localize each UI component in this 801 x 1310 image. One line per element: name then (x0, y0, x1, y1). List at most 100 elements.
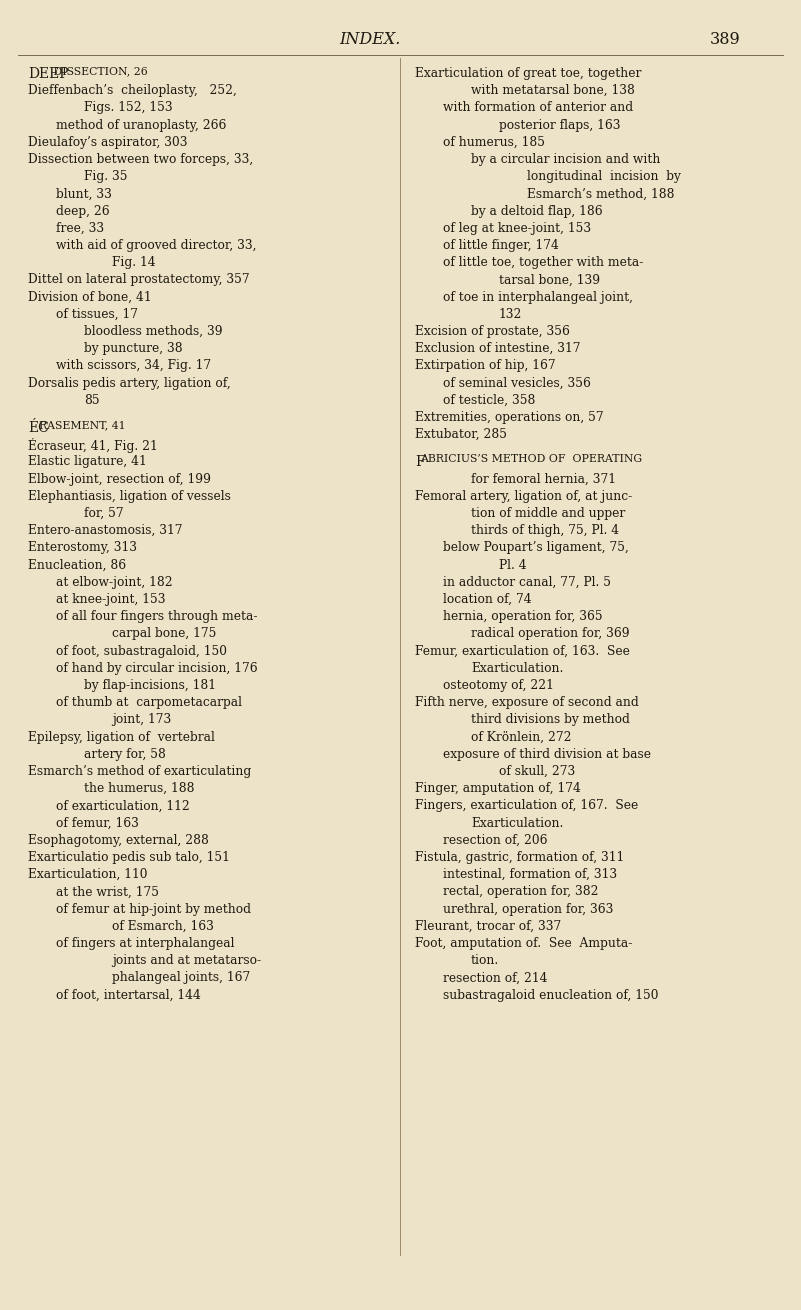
Text: 85: 85 (84, 394, 99, 407)
Text: with aid of grooved director, 33,: with aid of grooved director, 33, (56, 238, 256, 252)
Text: F: F (415, 456, 425, 469)
Text: Esophagotomy, external, 288: Esophagotomy, external, 288 (28, 833, 209, 846)
Text: DEEP: DEEP (28, 67, 69, 81)
Text: Division of bone, 41: Division of bone, 41 (28, 291, 151, 304)
Text: bloodless methods, 39: bloodless methods, 39 (84, 325, 223, 338)
Text: of seminal vesicles, 356: of seminal vesicles, 356 (443, 376, 591, 389)
Text: Extirpation of hip, 167: Extirpation of hip, 167 (415, 359, 556, 372)
Text: rectal, operation for, 382: rectal, operation for, 382 (443, 886, 598, 899)
Text: of humerus, 185: of humerus, 185 (443, 136, 545, 149)
Text: by a deltoid flap, 186: by a deltoid flap, 186 (471, 204, 602, 217)
Text: Dorsalis pedis artery, ligation of,: Dorsalis pedis artery, ligation of, (28, 376, 231, 389)
Text: Exarticulation.: Exarticulation. (471, 816, 563, 829)
Text: Fifth nerve, exposure of second and: Fifth nerve, exposure of second and (415, 696, 638, 709)
Text: Figs. 152, 153: Figs. 152, 153 (84, 101, 173, 114)
Text: by a circular incision and with: by a circular incision and with (471, 153, 660, 166)
Text: of exarticulation, 112: of exarticulation, 112 (56, 799, 190, 812)
Text: at elbow-joint, 182: at elbow-joint, 182 (56, 576, 173, 588)
Text: tion.: tion. (471, 954, 499, 967)
Text: osteotomy of, 221: osteotomy of, 221 (443, 679, 553, 692)
Text: Epilepsy, ligation of  vertebral: Epilepsy, ligation of vertebral (28, 731, 215, 744)
Text: by puncture, 38: by puncture, 38 (84, 342, 183, 355)
Text: of little toe, together with meta-: of little toe, together with meta- (443, 257, 643, 269)
Text: third divisions by method: third divisions by method (471, 714, 630, 727)
Text: Enterostomy, 313: Enterostomy, 313 (28, 541, 137, 554)
Text: Esmarch’s method, 188: Esmarch’s method, 188 (527, 187, 674, 200)
Text: posterior flaps, 163: posterior flaps, 163 (499, 119, 621, 131)
Text: resection of, 214: resection of, 214 (443, 972, 548, 984)
Text: joints and at metatarso-: joints and at metatarso- (112, 954, 261, 967)
Text: subastragaloid enucleation of, 150: subastragaloid enucleation of, 150 (443, 989, 658, 1002)
Text: of Krönlein, 272: of Krönlein, 272 (471, 731, 571, 744)
Text: carpal bone, 175: carpal bone, 175 (112, 627, 216, 641)
Text: of all four fingers through meta-: of all four fingers through meta- (56, 610, 257, 624)
Text: of testicle, 358: of testicle, 358 (443, 394, 535, 407)
Text: the humerus, 188: the humerus, 188 (84, 782, 195, 795)
Text: Exarticulatio pedis sub talo, 151: Exarticulatio pedis sub talo, 151 (28, 852, 230, 865)
Text: Entero-anastomosis, 317: Entero-anastomosis, 317 (28, 524, 183, 537)
Text: below Poupart’s ligament, 75,: below Poupart’s ligament, 75, (443, 541, 629, 554)
Text: Dittel on lateral prostatectomy, 357: Dittel on lateral prostatectomy, 357 (28, 274, 250, 287)
Text: Femoral artery, ligation of, at junc-: Femoral artery, ligation of, at junc- (415, 490, 632, 503)
Text: of thumb at  carpometacarpal: of thumb at carpometacarpal (56, 696, 242, 709)
Text: Écraseur, 41, Fig. 21: Écraseur, 41, Fig. 21 (28, 439, 158, 453)
Text: hernia, operation for, 365: hernia, operation for, 365 (443, 610, 602, 624)
Text: of fingers at interphalangeal: of fingers at interphalangeal (56, 937, 235, 950)
Text: of femur at hip-joint by method: of femur at hip-joint by method (56, 903, 251, 916)
Text: of little finger, 174: of little finger, 174 (443, 238, 559, 252)
Text: ÉC: ÉC (28, 421, 49, 435)
Text: exposure of third division at base: exposure of third division at base (443, 748, 651, 761)
Text: of tissues, 17: of tissues, 17 (56, 308, 138, 321)
Text: Extremities, operations on, 57: Extremities, operations on, 57 (415, 411, 604, 424)
Text: at the wrist, 175: at the wrist, 175 (56, 886, 159, 899)
Text: of toe in interphalangeal joint,: of toe in interphalangeal joint, (443, 291, 633, 304)
Text: thirds of thigh, 75, Pl. 4: thirds of thigh, 75, Pl. 4 (471, 524, 619, 537)
Text: Excision of prostate, 356: Excision of prostate, 356 (415, 325, 570, 338)
Text: Dissection between two forceps, 33,: Dissection between two forceps, 33, (28, 153, 253, 166)
Text: Elbow-joint, resection of, 199: Elbow-joint, resection of, 199 (28, 473, 211, 486)
Text: artery for, 58: artery for, 58 (84, 748, 166, 761)
Text: method of uranoplasty, 266: method of uranoplasty, 266 (56, 119, 227, 131)
Text: phalangeal joints, 167: phalangeal joints, 167 (112, 972, 250, 984)
Text: DISSECTION, 26: DISSECTION, 26 (50, 66, 147, 76)
Text: deep, 26: deep, 26 (56, 204, 110, 217)
Text: of leg at knee-joint, 153: of leg at knee-joint, 153 (443, 221, 591, 234)
Text: Pl. 4: Pl. 4 (499, 558, 526, 571)
Text: Finger, amputation of, 174: Finger, amputation of, 174 (415, 782, 581, 795)
Text: for, 57: for, 57 (84, 507, 123, 520)
Text: with formation of anterior and: with formation of anterior and (443, 101, 633, 114)
Text: 132: 132 (499, 308, 522, 321)
Text: Fingers, exarticulation of, 167.  See: Fingers, exarticulation of, 167. See (415, 799, 638, 812)
Text: Fistula, gastric, formation of, 311: Fistula, gastric, formation of, 311 (415, 852, 624, 865)
Text: ABRICIUS’S METHOD OF  OPERATING: ABRICIUS’S METHOD OF OPERATING (421, 455, 642, 465)
Text: location of, 74: location of, 74 (443, 593, 532, 607)
Text: Dieffenbach’s  cheiloplasty,   252,: Dieffenbach’s cheiloplasty, 252, (28, 84, 237, 97)
Text: INDEX.: INDEX. (340, 31, 400, 48)
Text: of skull, 273: of skull, 273 (499, 765, 575, 778)
Text: free, 33: free, 33 (56, 221, 104, 234)
Text: radical operation for, 369: radical operation for, 369 (471, 627, 630, 641)
Text: in adductor canal, 77, Pl. 5: in adductor canal, 77, Pl. 5 (443, 576, 611, 588)
Text: of foot, intertarsal, 144: of foot, intertarsal, 144 (56, 989, 201, 1002)
Text: Exarticulation, 110: Exarticulation, 110 (28, 869, 147, 882)
Text: of foot, subastragaloid, 150: of foot, subastragaloid, 150 (56, 645, 227, 658)
Text: Fleurant, trocar of, 337: Fleurant, trocar of, 337 (415, 920, 562, 933)
Text: of Esmarch, 163: of Esmarch, 163 (112, 920, 214, 933)
Text: with scissors, 34, Fig. 17: with scissors, 34, Fig. 17 (56, 359, 211, 372)
Text: Esmarch’s method of exarticulating: Esmarch’s method of exarticulating (28, 765, 252, 778)
Text: Fig. 35: Fig. 35 (84, 170, 127, 183)
Text: Femur, exarticulation of, 163.  See: Femur, exarticulation of, 163. See (415, 645, 630, 658)
Text: longitudinal  incision  by: longitudinal incision by (527, 170, 681, 183)
Text: tion of middle and upper: tion of middle and upper (471, 507, 626, 520)
Text: of hand by circular incision, 176: of hand by circular incision, 176 (56, 662, 258, 675)
Text: 389: 389 (710, 31, 741, 48)
Text: with metatarsal bone, 138: with metatarsal bone, 138 (471, 84, 635, 97)
Text: Fig. 14: Fig. 14 (112, 257, 155, 269)
Text: urethral, operation for, 363: urethral, operation for, 363 (443, 903, 614, 916)
Text: Exarticulation.: Exarticulation. (471, 662, 563, 675)
Text: intestinal, formation of, 313: intestinal, formation of, 313 (443, 869, 617, 882)
Text: joint, 173: joint, 173 (112, 714, 171, 727)
Text: Enucleation, 86: Enucleation, 86 (28, 558, 126, 571)
Text: Exclusion of intestine, 317: Exclusion of intestine, 317 (415, 342, 581, 355)
Text: blunt, 33: blunt, 33 (56, 187, 112, 200)
